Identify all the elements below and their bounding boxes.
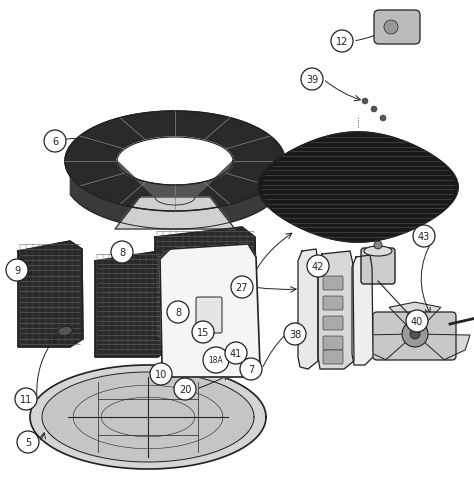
Polygon shape [42,372,254,462]
Circle shape [331,31,353,53]
Circle shape [240,358,262,380]
Text: 8: 8 [119,248,125,257]
Polygon shape [421,335,470,360]
Text: 12: 12 [336,37,348,47]
Text: 10: 10 [155,369,167,379]
Polygon shape [115,198,235,229]
Circle shape [17,431,39,453]
Polygon shape [117,162,233,205]
Polygon shape [95,252,170,357]
FancyBboxPatch shape [374,11,420,45]
Text: 7: 7 [248,364,254,374]
Ellipse shape [57,327,73,336]
Circle shape [301,69,323,91]
Circle shape [410,329,420,339]
Polygon shape [18,241,83,347]
FancyBboxPatch shape [323,296,343,311]
FancyBboxPatch shape [373,312,456,360]
Circle shape [167,301,189,324]
Circle shape [307,255,329,277]
Circle shape [174,378,196,400]
Circle shape [374,241,382,250]
Polygon shape [70,177,280,229]
Circle shape [371,107,377,113]
Text: 18A: 18A [209,356,223,365]
Circle shape [413,226,435,248]
Text: 43: 43 [418,231,430,241]
Circle shape [225,342,247,364]
Polygon shape [155,228,257,339]
Text: 15: 15 [197,327,209,337]
Text: 5: 5 [25,437,31,447]
Polygon shape [318,252,354,369]
Circle shape [284,324,306,345]
Circle shape [111,241,133,264]
Polygon shape [360,335,409,360]
Text: 8: 8 [175,307,181,317]
Circle shape [380,116,386,122]
Circle shape [402,321,428,347]
Circle shape [362,99,368,105]
Text: 38: 38 [289,329,301,339]
Circle shape [203,347,229,373]
FancyBboxPatch shape [323,336,343,350]
Polygon shape [298,250,318,369]
Text: 42: 42 [312,262,324,271]
Text: 39: 39 [306,75,318,85]
Polygon shape [389,302,441,328]
Circle shape [44,131,66,153]
Polygon shape [65,112,285,212]
Text: 6: 6 [52,137,58,147]
Text: 40: 40 [411,316,423,326]
FancyBboxPatch shape [361,249,395,285]
Text: 41: 41 [230,348,242,358]
Polygon shape [30,365,266,469]
Circle shape [150,363,172,385]
Polygon shape [352,255,373,365]
Text: 27: 27 [236,282,248,292]
Circle shape [406,311,428,332]
FancyBboxPatch shape [323,350,343,364]
FancyBboxPatch shape [323,276,343,290]
Polygon shape [258,133,458,242]
Circle shape [233,349,243,359]
Polygon shape [160,244,260,377]
Circle shape [15,388,37,410]
FancyBboxPatch shape [323,316,343,330]
Circle shape [384,21,398,35]
Circle shape [192,321,214,343]
Circle shape [231,276,253,299]
Text: 9: 9 [14,265,20,276]
Circle shape [6,260,28,281]
Polygon shape [117,138,233,186]
Text: 20: 20 [179,384,191,394]
FancyBboxPatch shape [196,298,222,333]
Ellipse shape [364,247,392,256]
Text: 11: 11 [20,394,32,404]
